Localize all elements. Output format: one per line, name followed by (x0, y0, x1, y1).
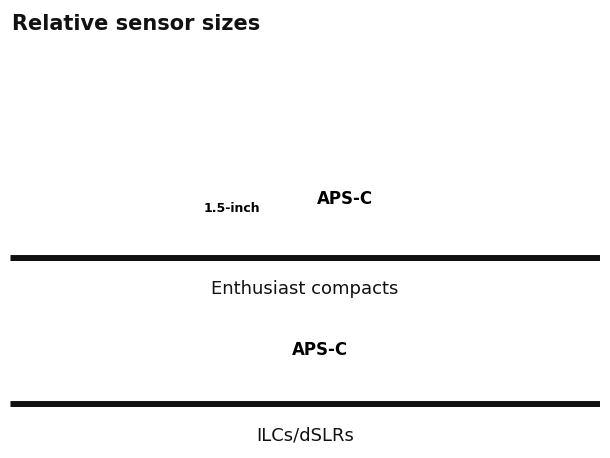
Text: APS-C: APS-C (292, 341, 348, 359)
Text: full frame: full frame (458, 168, 557, 186)
Text: APS-C: APS-C (317, 191, 373, 208)
Text: 1/1.63-
inch: 1/1.63- inch (41, 224, 79, 245)
Text: Relative sensor sizes: Relative sensor sizes (12, 14, 260, 34)
Text: Enthusiast compacts: Enthusiast compacts (211, 280, 399, 298)
Text: Micro
Four
Thirds: Micro Four Thirds (170, 338, 214, 380)
Text: full frame: full frame (450, 322, 548, 340)
Text: 1-inch: 1-inch (135, 214, 176, 227)
Text: Nikon
CX: Nikon CX (81, 358, 121, 386)
Text: 1/1.7-
inch: 1/1.7- inch (10, 226, 41, 247)
Text: Pentax
Q7: Pentax Q7 (15, 371, 56, 393)
Text: 2/3-inch: 2/3-inch (77, 224, 125, 234)
Text: ILCs/dSLRs: ILCs/dSLRs (256, 426, 354, 444)
Text: 1.5-inch: 1.5-inch (204, 202, 260, 215)
